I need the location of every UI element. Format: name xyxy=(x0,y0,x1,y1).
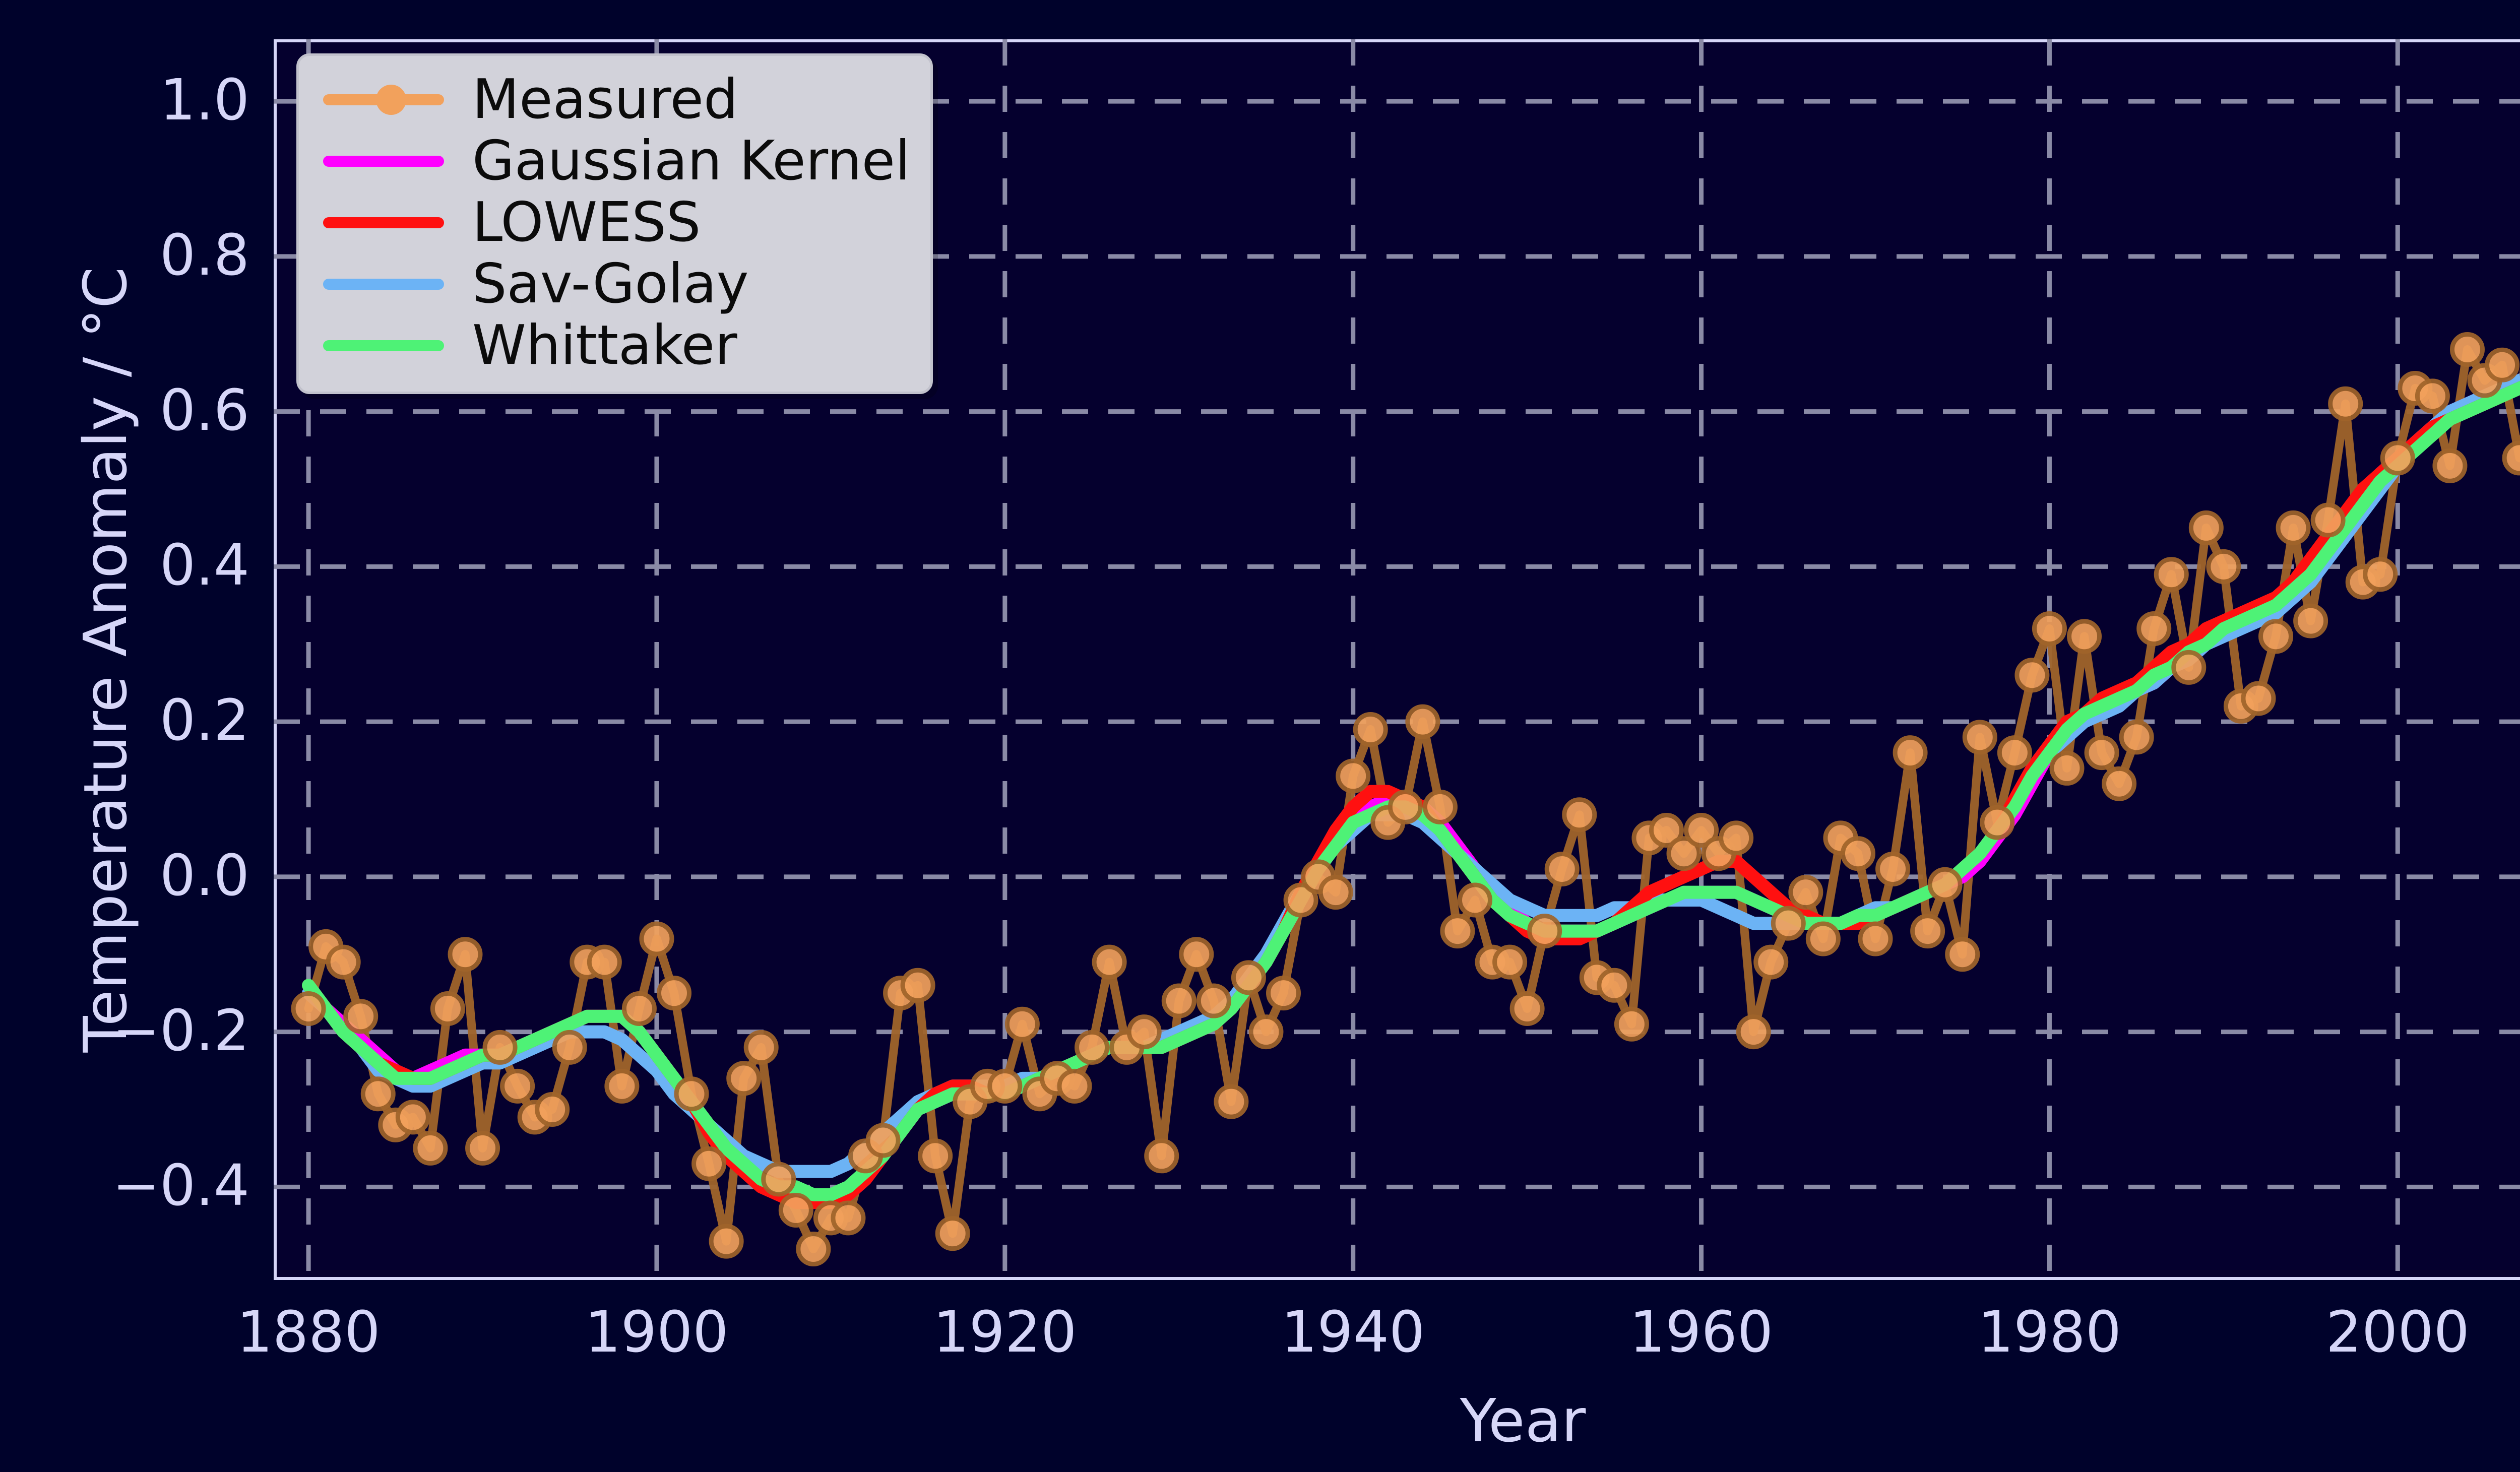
x-tick-label: 1940 xyxy=(1281,1300,1425,1365)
x-tick-label: 2000 xyxy=(2325,1300,2470,1365)
legend-swatch xyxy=(316,253,467,315)
legend-item-label: Whittaker xyxy=(472,314,737,377)
legend-item[interactable]: Whittaker xyxy=(316,315,910,376)
legend-item-label: Measured xyxy=(472,68,738,131)
legend-marker-icon xyxy=(376,85,406,115)
x-tick-label: 1880 xyxy=(236,1300,381,1365)
y-axis-title: Temperature Anomaly / °C xyxy=(71,267,140,1053)
y-tick-label: −0.2 xyxy=(112,998,249,1064)
legend-item[interactable]: LOWESS xyxy=(316,192,910,253)
legend-line-icon xyxy=(323,156,444,167)
y-tick-label: 0.6 xyxy=(159,377,249,443)
legend-swatch xyxy=(316,69,467,131)
y-tick-label: 0.2 xyxy=(159,688,249,754)
legend-item-label: Sav-Golay xyxy=(472,252,749,315)
x-tick-label: 1920 xyxy=(933,1300,1077,1365)
x-axis-title: Year xyxy=(1460,1386,1586,1455)
legend-item[interactable]: Measured xyxy=(316,69,910,131)
legend-box[interactable]: Measured Gaussian Kernel LOWESS Sav-Golay Wh… xyxy=(296,53,933,394)
legend-line-icon xyxy=(323,217,444,228)
legend-item[interactable]: Gaussian Kernel xyxy=(316,131,910,192)
legend-item[interactable]: Sav-Golay xyxy=(316,253,910,315)
legend-item-label: Gaussian Kernel xyxy=(472,130,911,193)
legend-swatch xyxy=(316,192,467,253)
x-tick-label: 1960 xyxy=(1629,1300,1774,1365)
x-tick-label: 1900 xyxy=(585,1300,729,1365)
x-tick-label: 1980 xyxy=(1977,1300,2121,1365)
data-series-layer xyxy=(291,332,2520,1266)
legend-line-icon xyxy=(323,279,444,290)
y-tick-label: 0.8 xyxy=(159,222,249,288)
legend-line-icon xyxy=(323,340,444,351)
legend-swatch xyxy=(316,131,467,192)
y-tick-label: −0.4 xyxy=(112,1153,249,1219)
y-tick-label: 1.0 xyxy=(159,68,249,134)
legend-item-label: LOWESS xyxy=(472,191,701,254)
y-tick-label: 0.4 xyxy=(159,533,249,599)
y-tick-label: 0.0 xyxy=(159,843,249,909)
legend-swatch xyxy=(316,315,467,376)
